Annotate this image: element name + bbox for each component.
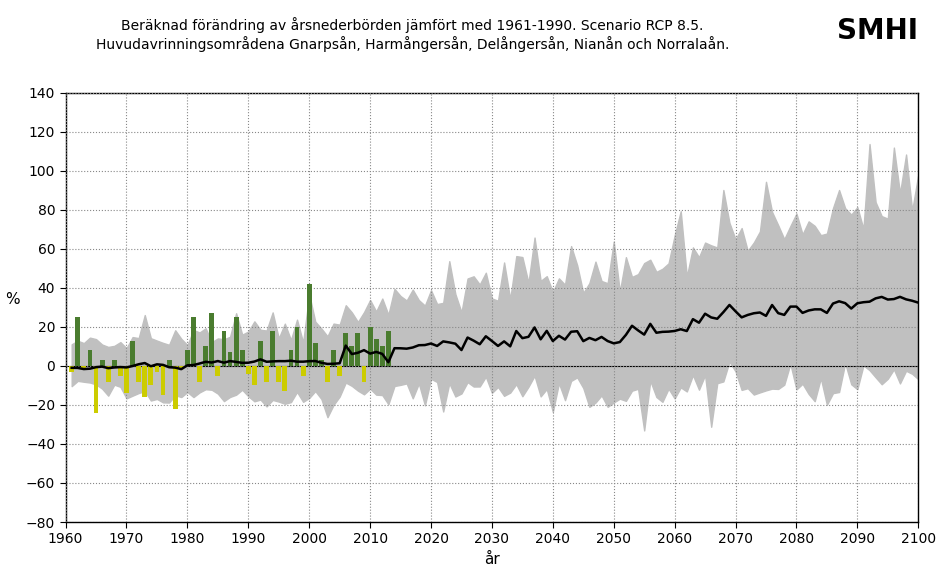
Bar xyxy=(264,366,269,382)
X-axis label: år: år xyxy=(484,552,499,567)
Bar xyxy=(240,350,244,366)
Bar xyxy=(87,350,93,366)
Bar xyxy=(179,366,183,368)
Bar xyxy=(172,366,178,409)
Bar xyxy=(379,346,385,366)
Bar xyxy=(118,366,123,376)
Bar xyxy=(148,366,154,386)
Bar xyxy=(325,366,329,382)
Bar xyxy=(313,343,317,366)
Bar xyxy=(343,333,348,366)
Bar xyxy=(81,366,86,370)
Bar xyxy=(367,327,373,366)
Bar xyxy=(191,317,196,366)
Bar xyxy=(75,317,80,366)
Bar xyxy=(94,366,98,413)
Bar xyxy=(257,340,263,366)
Bar xyxy=(197,366,202,382)
Text: SMHI: SMHI xyxy=(837,17,917,45)
Bar xyxy=(337,366,342,376)
Bar xyxy=(106,366,110,382)
Bar xyxy=(288,350,293,366)
Y-axis label: %: % xyxy=(5,292,20,307)
Bar xyxy=(124,366,129,393)
Bar xyxy=(136,366,141,382)
Bar xyxy=(203,346,208,366)
Bar xyxy=(245,366,251,374)
Bar xyxy=(270,331,275,366)
Text: Beräknad förändring av årsnederbörden jämfört med 1961-1990. Scenario RCP 8.5.
H: Beräknad förändring av årsnederbörden jä… xyxy=(95,17,728,52)
Bar xyxy=(252,366,256,386)
Bar xyxy=(99,360,105,366)
Bar xyxy=(142,366,147,397)
Bar xyxy=(386,331,390,366)
Bar xyxy=(300,366,305,376)
Bar xyxy=(318,360,324,366)
Bar xyxy=(209,313,214,366)
Bar xyxy=(282,366,287,392)
Bar xyxy=(373,339,378,366)
Bar xyxy=(233,317,239,366)
Bar xyxy=(167,360,171,366)
Bar xyxy=(160,366,166,395)
Bar xyxy=(221,331,227,366)
Bar xyxy=(227,352,232,366)
Bar xyxy=(330,350,336,366)
Bar xyxy=(306,284,312,366)
Bar xyxy=(154,366,159,372)
Bar xyxy=(276,366,281,382)
Bar xyxy=(111,360,117,366)
Bar xyxy=(130,340,135,366)
Bar xyxy=(184,350,190,366)
Bar xyxy=(355,333,360,366)
Bar xyxy=(349,346,354,366)
Bar xyxy=(294,327,300,366)
Bar xyxy=(361,366,366,382)
Bar xyxy=(69,366,74,372)
Bar xyxy=(215,366,220,376)
